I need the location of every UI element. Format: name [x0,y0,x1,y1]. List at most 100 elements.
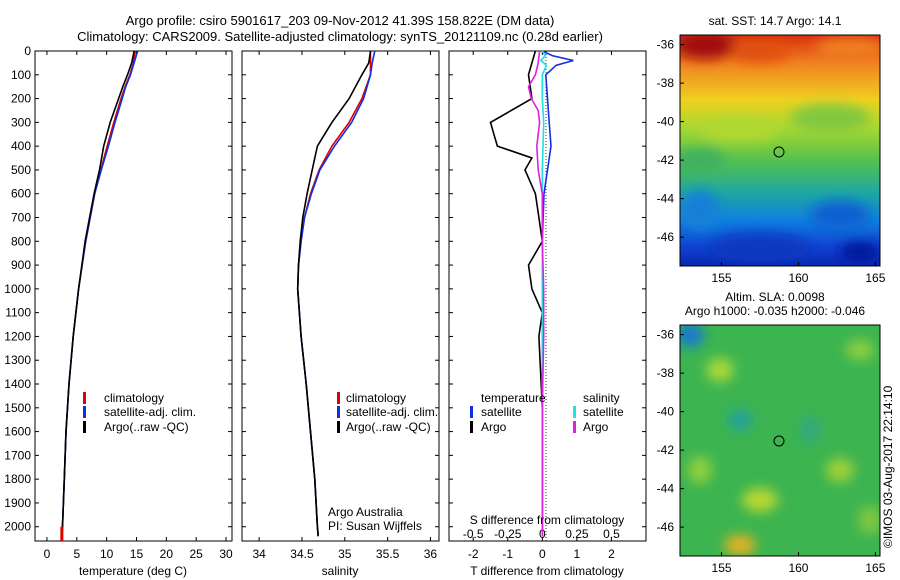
map-y-tick-label: -36 [657,38,675,52]
y-tick-label: 500 [11,163,31,177]
sst-map-panel: sat. SST: 14.7 Argo: 14.1 155 160 165 -36 -3… [657,14,886,285]
x2-tick-label: 0.25 [565,527,589,541]
map-y-tick-label: -36 [657,328,675,342]
credit-line-1: Argo Australia [328,505,403,519]
legend-t-satellite: satellite [481,405,522,419]
temperature-axes-frame [34,50,233,542]
series-line-argo---raw--qc- [296,50,372,537]
y-tick-label: 1300 [4,353,31,367]
credit-line-2: PI: Susan Wijffels [328,519,422,533]
legend-swatch-s-satellite [573,406,576,418]
legend-title-salinity: salinity [583,391,620,405]
salinity-legend: climatology satellite-adj. clim. Argo(..… [337,391,438,434]
x-tick-label: 20 [160,547,174,561]
map-x-tick-label: 165 [865,271,885,285]
legend-climatology: climatology [104,391,164,405]
salinity-xlabel: salinity [322,564,359,578]
legend-satellite: satellite-adj. clim. [104,405,196,419]
legend-t-argo: Argo [481,420,507,434]
y-tick-label: 1100 [5,306,31,320]
y-tick-label: 600 [11,187,31,201]
y-tick-label: 100 [11,68,31,82]
legend-s-argo: Argo [583,420,609,434]
map-y-tick-label: -46 [657,230,675,244]
series-line-argo---raw--qc- [61,50,135,537]
map-y-tick-label: -40 [657,405,675,419]
x-tick-label: 5 [73,547,80,561]
x-tick-label: 0 [44,547,51,561]
x-tick-label: 34.5 [290,547,314,561]
x-tick-label: 30 [219,547,233,561]
salinity-panel: 34 34.5 35 35.5 36 salinity climatology sate… [241,50,440,578]
y-tick-label: 1000 [4,282,31,296]
map-y-tick-label: -46 [657,520,675,534]
x-tick-label: 10 [100,547,114,561]
legend-swatch-climatology [337,392,340,404]
series-line-argo [527,50,545,537]
y-tick-label: 300 [11,115,31,129]
chart-title-line2: Climatology: CARS2009. Satellite-adjuste… [77,29,603,44]
legend-s-satellite: satellite [583,405,624,419]
x-tick-label: 35.5 [376,547,400,561]
difference-legend: temperature salinity satellite Argo sate… [470,391,624,434]
legend-swatch-argo [337,421,340,433]
map-y-tick-label: -40 [657,115,675,129]
map-y-tick-label: -44 [657,192,675,206]
x-tick-label: -1 [502,547,513,561]
legend-swatch-climatology [83,392,86,404]
map-x-tick-label: 160 [788,271,808,285]
difference-panel: -2 -1 0 1 2 -0.5 -0.25 0 0.25 0.5 T difference f… [448,50,647,578]
chart-title-line1: Argo profile: csiro 5901617_203 09-Nov-2… [125,13,555,28]
x2-tick-label: 0.5 [603,527,620,541]
x-tick-label: -2 [468,547,479,561]
difference-x2label: S difference from climatology [470,513,625,527]
x-tick-label: 25 [190,547,204,561]
map-x-tick-label: 160 [788,561,808,575]
difference-xlabel: T difference from climatology [470,564,624,578]
y-tick-label: 900 [11,258,31,272]
x-tick-label: 36 [424,547,438,561]
x-tick-label: 34 [252,547,266,561]
legend-argo: Argo(..raw -QC) [104,420,189,434]
temperature-panel: 0100200300400500600700800900100011001200… [4,44,233,578]
sst-argo-location-marker [773,146,785,158]
legend-swatch-s-argo [573,421,576,433]
sst-map-frame [679,34,881,267]
y-tick-label: 1800 [4,472,31,486]
legend-title-temperature: temperature [481,391,546,405]
difference-axes-frame [448,50,647,542]
x-tick-label: 15 [130,547,144,561]
sla-map-title-1: Altim. SLA: 0.0098 [725,290,825,304]
sla-map-title-2: Argo h1000: -0.035 h2000: -0.046 [685,304,865,318]
y-tick-label: 1600 [4,425,31,439]
legend-swatch-t-satellite [470,406,473,418]
legend-swatch-argo [83,421,86,433]
x-tick-label: 1 [574,547,581,561]
y-tick-label: 1400 [4,377,31,391]
x-tick-label: 0 [539,547,546,561]
y-tick-label: 800 [11,234,31,248]
map-y-tick-label: -44 [657,482,675,496]
y-tick-label: 1900 [4,496,31,510]
temperature-xlabel: temperature (deg C) [79,564,187,578]
map-y-tick-label: -42 [657,443,675,457]
sla-heatmap [680,325,880,556]
imos-credit: ©IMOS 03-Aug-2017 22:14:10 [881,385,895,548]
temperature-legend: climatology satellite-adj. clim. Argo(..… [83,391,196,434]
map-x-tick-label: 165 [865,561,885,575]
sla-map-frame [679,324,881,557]
map-y-tick-label: -38 [657,366,675,380]
legend-argo: Argo(..raw -QC) [346,420,431,434]
y-tick-label: 1200 [4,329,31,343]
map-y-tick-label: -42 [657,153,675,167]
legend-satellite: satellite-adj. clim. [346,405,438,419]
legend-swatch-satellite [337,406,340,418]
map-y-tick-label: -38 [657,76,675,90]
legend-climatology: climatology [346,391,406,405]
y-tick-label: 400 [11,139,31,153]
x-tick-label: 2 [608,547,615,561]
map-x-tick-label: 155 [712,561,732,575]
sst-heatmap [680,35,880,266]
y-tick-label: 700 [11,211,31,225]
